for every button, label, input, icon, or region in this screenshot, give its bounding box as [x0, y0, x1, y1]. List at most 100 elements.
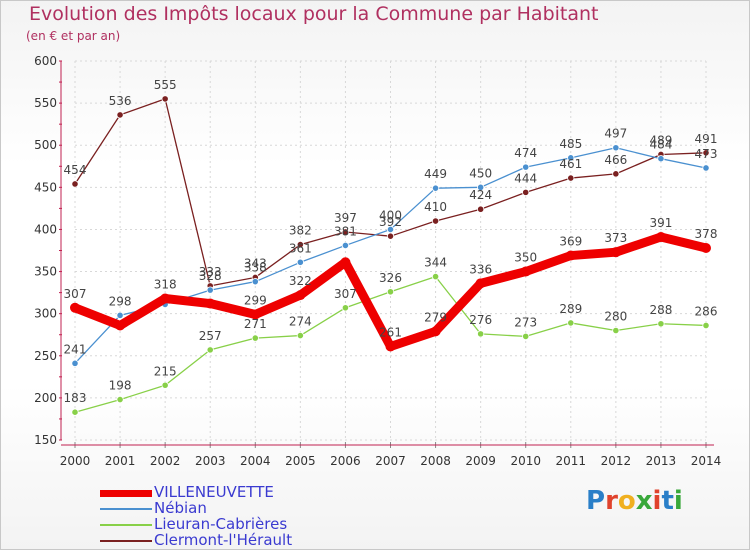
x-tick-label: 2002	[150, 454, 181, 468]
data-label: 307	[64, 287, 87, 301]
data-point	[477, 183, 485, 191]
data-point	[296, 258, 304, 266]
data-point	[116, 111, 124, 119]
data-label: 288	[649, 303, 672, 317]
data-label: 361	[289, 241, 312, 255]
logo-letter: i	[652, 486, 662, 516]
x-tick-label: 2003	[195, 454, 226, 468]
legend-swatch	[100, 508, 152, 510]
x-tick-label: 2001	[105, 454, 136, 468]
data-label: 279	[424, 310, 447, 324]
data-point	[206, 286, 214, 294]
data-point	[386, 288, 395, 296]
data-point	[430, 326, 441, 337]
y-tick-label: 550	[34, 96, 57, 110]
data-point	[385, 341, 396, 352]
data-point	[160, 293, 171, 304]
data-label: 344	[424, 256, 447, 270]
data-point	[657, 320, 665, 328]
y-tick-label: 450	[34, 180, 57, 194]
data-label: 261	[379, 326, 402, 340]
data-point	[340, 257, 351, 268]
y-tick-label: 300	[34, 307, 57, 321]
data-point	[206, 346, 214, 354]
data-label: 536	[109, 94, 132, 108]
data-point	[567, 319, 575, 327]
data-point	[522, 332, 530, 341]
data-point	[567, 174, 575, 182]
x-tick-label: 2008	[420, 454, 451, 468]
data-label: 274	[289, 315, 312, 329]
data-label: 350	[514, 251, 537, 265]
x-tick-label: 2005	[285, 454, 316, 468]
data-label: 373	[604, 231, 627, 245]
chart-subtitle: (en € et par an)	[26, 29, 121, 43]
data-label: 397	[334, 211, 357, 225]
data-point	[71, 408, 79, 416]
data-label: 489	[649, 133, 672, 147]
data-label: 333	[199, 265, 222, 279]
data-point	[702, 149, 710, 157]
legend-label: Clermont-l'Hérault	[154, 531, 293, 549]
legend-swatch	[100, 524, 152, 526]
data-label: 328	[199, 269, 222, 283]
data-label: 424	[469, 188, 492, 202]
data-label: 474	[514, 146, 537, 160]
data-point	[71, 180, 79, 188]
x-tick-label: 2011	[556, 454, 587, 468]
chart-title: Evolution des Impôts locaux pour la Comm…	[29, 3, 599, 25]
y-tick-label: 350	[34, 265, 57, 279]
data-point	[701, 242, 711, 253]
data-label: 215	[154, 364, 177, 378]
data-label: 449	[424, 167, 447, 181]
data-label: 410	[424, 200, 447, 214]
data-label: 280	[604, 310, 627, 324]
data-label: 241	[64, 342, 87, 356]
data-point	[386, 232, 395, 240]
logo-letter: o	[617, 486, 636, 516]
data-point	[386, 225, 395, 234]
data-label: 497	[604, 127, 627, 141]
data-label: 326	[379, 271, 402, 285]
proxiti-logo: Proxiti	[586, 486, 683, 516]
x-tick-label: 2010	[510, 454, 541, 468]
legend-swatch	[100, 540, 152, 542]
y-tick-label: 500	[34, 138, 57, 152]
data-label: 392	[379, 215, 402, 229]
data-point	[161, 381, 169, 389]
data-label: 336	[469, 262, 492, 276]
data-point	[567, 154, 575, 162]
data-label: 450	[469, 166, 492, 180]
data-point	[295, 290, 306, 301]
data-point	[610, 247, 621, 258]
data-label: 473	[695, 147, 718, 161]
data-point	[341, 228, 350, 236]
x-tick-label: 2009	[465, 454, 496, 468]
data-point	[702, 321, 710, 330]
data-label: 466	[604, 153, 627, 167]
data-point	[431, 217, 440, 225]
y-tick-label: 250	[34, 349, 57, 363]
data-label: 307	[334, 287, 357, 301]
logo-letter: t	[661, 486, 674, 516]
data-point	[296, 331, 304, 340]
data-label: 400	[379, 208, 402, 222]
data-point	[431, 273, 440, 281]
logo-letter: P	[586, 486, 606, 516]
data-point	[522, 163, 530, 171]
data-label: 485	[559, 137, 582, 151]
data-label: 484	[649, 138, 672, 152]
legend-label: VILLENEUVETTE	[154, 483, 274, 501]
data-label: 555	[154, 78, 177, 92]
data-point	[522, 188, 530, 196]
data-label: 378	[695, 227, 718, 241]
legend-label: Nébian	[154, 499, 207, 517]
data-label: 381	[334, 224, 357, 238]
data-point	[251, 278, 259, 286]
data-point	[161, 95, 169, 103]
data-point	[655, 232, 666, 243]
data-point	[251, 334, 259, 342]
data-label: 289	[559, 302, 582, 316]
data-label: 273	[514, 315, 537, 329]
